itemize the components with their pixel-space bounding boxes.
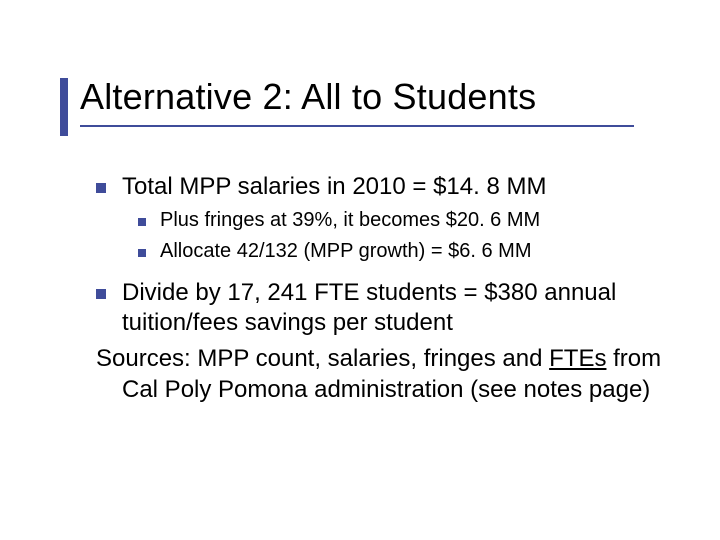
bullet-text: Divide by 17, 241 FTE students = $380 an…	[122, 278, 676, 338]
bullet-level1: Divide by 17, 241 FTE students = $380 an…	[96, 278, 676, 338]
content-body: Total MPP salaries in 2010 = $14. 8 MM P…	[96, 172, 676, 405]
square-bullet-icon	[138, 218, 146, 226]
square-bullet-icon	[96, 183, 106, 193]
bullet-text: Plus fringes at 39%, it becomes $20. 6 M…	[160, 208, 540, 233]
title-block: Alternative 2: All to Students	[80, 78, 536, 116]
bullet-text: Allocate 42/132 (MPP growth) = $6. 6 MM	[160, 239, 531, 264]
sources-underlined: FTEs	[549, 345, 606, 372]
accent-bar	[60, 78, 68, 136]
bullet-level1: Total MPP salaries in 2010 = $14. 8 MM	[96, 172, 676, 202]
sources-line: Sources: MPP count, salaries, fringes an…	[96, 344, 676, 405]
bullet-level2: Allocate 42/132 (MPP growth) = $6. 6 MM	[138, 239, 676, 264]
sub-bullets-group: Plus fringes at 39%, it becomes $20. 6 M…	[138, 208, 676, 264]
slide-title: Alternative 2: All to Students	[80, 78, 536, 116]
sources-prefix: Sources: MPP count, salaries, fringes an…	[96, 345, 549, 372]
bullet-text: Total MPP salaries in 2010 = $14. 8 MM	[122, 172, 546, 202]
square-bullet-icon	[96, 289, 106, 299]
bullet-level2: Plus fringes at 39%, it becomes $20. 6 M…	[138, 208, 676, 233]
sources-text: Sources: MPP count, salaries, fringes an…	[96, 344, 676, 405]
title-underline	[80, 125, 634, 127]
square-bullet-icon	[138, 249, 146, 257]
